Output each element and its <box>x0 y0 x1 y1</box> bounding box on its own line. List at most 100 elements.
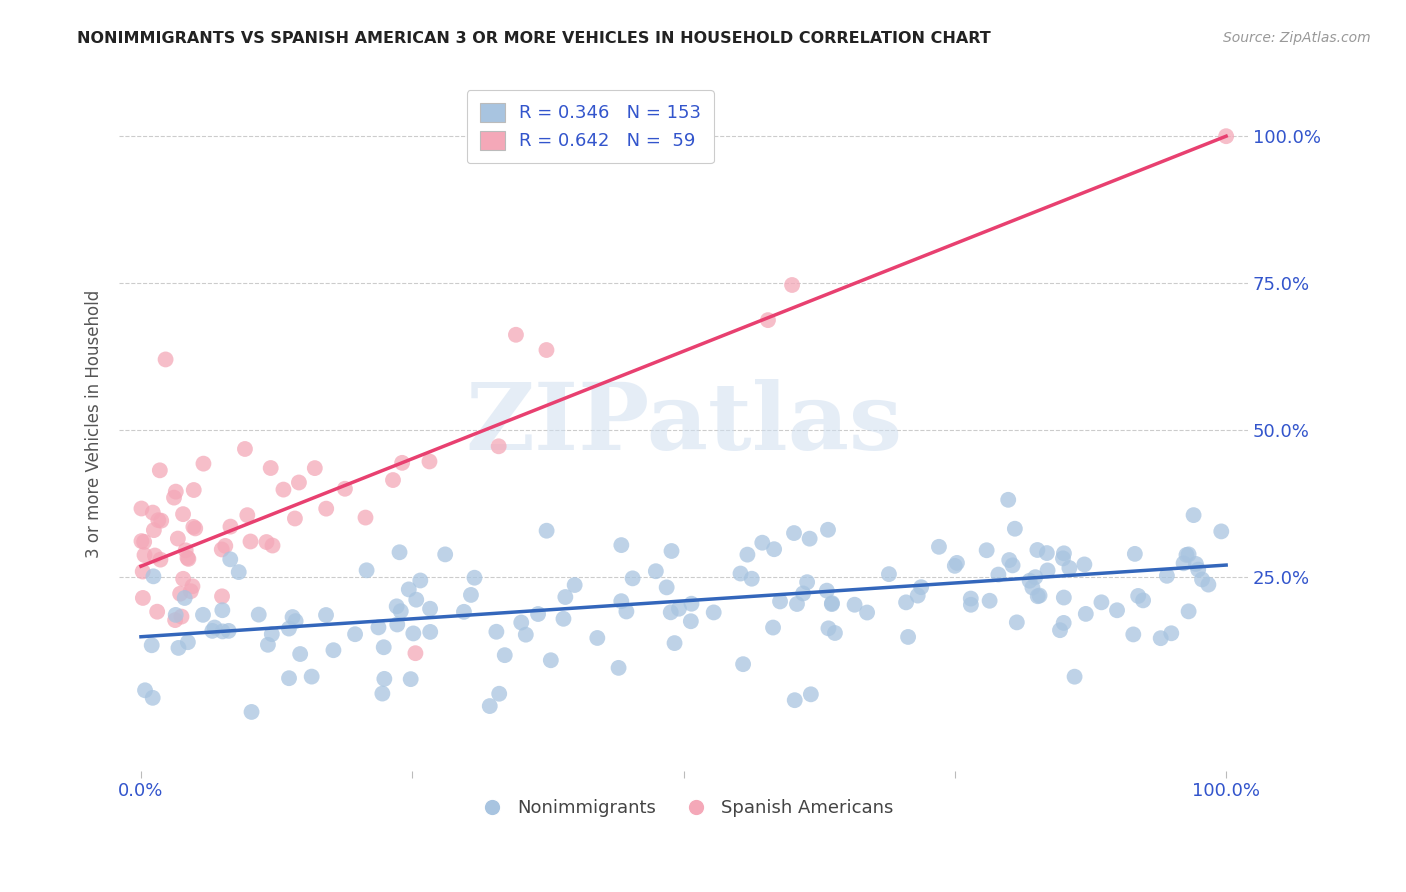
Point <box>979 594 1001 608</box>
Point <box>494 648 516 662</box>
Point <box>488 687 510 701</box>
Point <box>281 610 304 624</box>
Point <box>1182 508 1205 522</box>
Point <box>260 627 283 641</box>
Point <box>193 457 215 471</box>
Point <box>679 614 702 628</box>
Point <box>510 615 533 630</box>
Point <box>288 475 311 490</box>
Point <box>540 653 562 667</box>
Point <box>821 597 844 611</box>
Point <box>659 605 682 619</box>
Point <box>1063 670 1085 684</box>
Point <box>131 501 153 516</box>
Point <box>527 607 550 621</box>
Point <box>398 582 420 597</box>
Point <box>478 699 501 714</box>
Point <box>134 548 156 562</box>
Point <box>167 532 190 546</box>
Point <box>257 638 280 652</box>
Point <box>763 542 786 557</box>
Point <box>616 605 638 619</box>
Point <box>315 607 337 622</box>
Point <box>170 609 193 624</box>
Point <box>211 590 233 604</box>
Point <box>824 626 846 640</box>
Point <box>143 549 166 563</box>
Point <box>301 670 323 684</box>
Point <box>485 624 508 639</box>
Point <box>169 587 191 601</box>
Point <box>987 567 1010 582</box>
Point <box>998 553 1021 567</box>
Point <box>769 594 792 608</box>
Point <box>1128 589 1150 603</box>
Point <box>655 580 678 594</box>
Point <box>132 591 155 605</box>
Point <box>344 627 367 641</box>
Point <box>1074 607 1097 621</box>
Point <box>165 484 187 499</box>
Point <box>644 564 666 578</box>
Point <box>815 583 838 598</box>
Point <box>211 624 233 639</box>
Point <box>1185 557 1208 571</box>
Point <box>233 442 256 456</box>
Point <box>1024 570 1046 584</box>
Point <box>146 605 169 619</box>
Point <box>751 535 773 549</box>
Text: Source: ZipAtlas.com: Source: ZipAtlas.com <box>1223 31 1371 45</box>
Point <box>607 661 630 675</box>
Point <box>240 705 263 719</box>
Point <box>165 613 187 627</box>
Point <box>799 532 821 546</box>
Point <box>218 624 240 638</box>
Point <box>184 521 207 535</box>
Point <box>756 313 779 327</box>
Point <box>664 636 686 650</box>
Point <box>1004 522 1026 536</box>
Point <box>1156 569 1178 583</box>
Point <box>304 461 326 475</box>
Point <box>273 483 295 497</box>
Point <box>1090 595 1112 609</box>
Point <box>762 621 785 635</box>
Point <box>703 606 725 620</box>
Point <box>387 617 409 632</box>
Point <box>515 628 537 642</box>
Point <box>134 534 156 549</box>
Point <box>1073 558 1095 572</box>
Point <box>1053 615 1076 630</box>
Point <box>354 510 377 524</box>
Point <box>817 523 839 537</box>
Point <box>236 508 259 523</box>
Point <box>1197 577 1219 591</box>
Point <box>211 603 233 617</box>
Point <box>554 590 576 604</box>
Point <box>150 514 173 528</box>
Point <box>177 552 200 566</box>
Point <box>219 552 242 566</box>
Point <box>163 491 186 505</box>
Point <box>149 463 172 477</box>
Point <box>553 612 575 626</box>
Point <box>371 687 394 701</box>
Point <box>1211 524 1233 539</box>
Point <box>1026 543 1049 558</box>
Point <box>228 565 250 579</box>
Point <box>388 545 411 559</box>
Point <box>792 586 814 600</box>
Point <box>214 539 236 553</box>
Point <box>260 461 283 475</box>
Point <box>1132 593 1154 607</box>
Point <box>976 543 998 558</box>
Point <box>668 601 690 615</box>
Point <box>460 588 482 602</box>
Point <box>796 575 818 590</box>
Point <box>1021 581 1043 595</box>
Point <box>141 638 163 652</box>
Point <box>284 511 307 525</box>
Point <box>211 542 233 557</box>
Point <box>219 519 242 533</box>
Point <box>434 548 457 562</box>
